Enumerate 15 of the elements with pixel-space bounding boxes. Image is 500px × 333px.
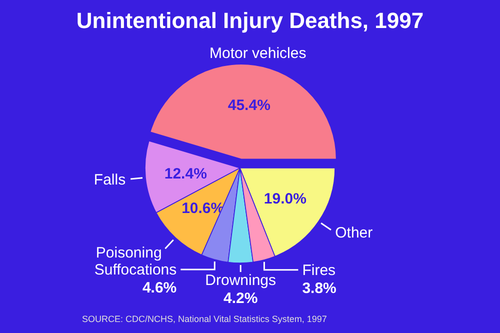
slice-label: Motor vehicles — [210, 45, 306, 62]
slice-label: Poisoning — [96, 244, 162, 262]
data-label: 12.4% — [164, 165, 207, 182]
slice-label: Fires — [302, 262, 336, 279]
data-label: 45.4% — [228, 97, 270, 114]
slice-label: Other — [335, 224, 373, 242]
source-note: SOURCE: CDC/NCHS, National Vital Statistics System, 1997 — [82, 314, 327, 324]
chart-title: Unintentional Injury Deaths, 1997 — [76, 8, 424, 33]
slice-label: Suffocations — [94, 262, 177, 279]
data-label: 4.2% — [223, 290, 258, 307]
data-label: 19.0% — [264, 190, 306, 208]
slice-label: Falls — [94, 172, 126, 189]
data-label: 3.8% — [302, 280, 336, 297]
slice-label: Drownings — [205, 272, 276, 289]
data-label: 4.6% — [142, 280, 177, 297]
